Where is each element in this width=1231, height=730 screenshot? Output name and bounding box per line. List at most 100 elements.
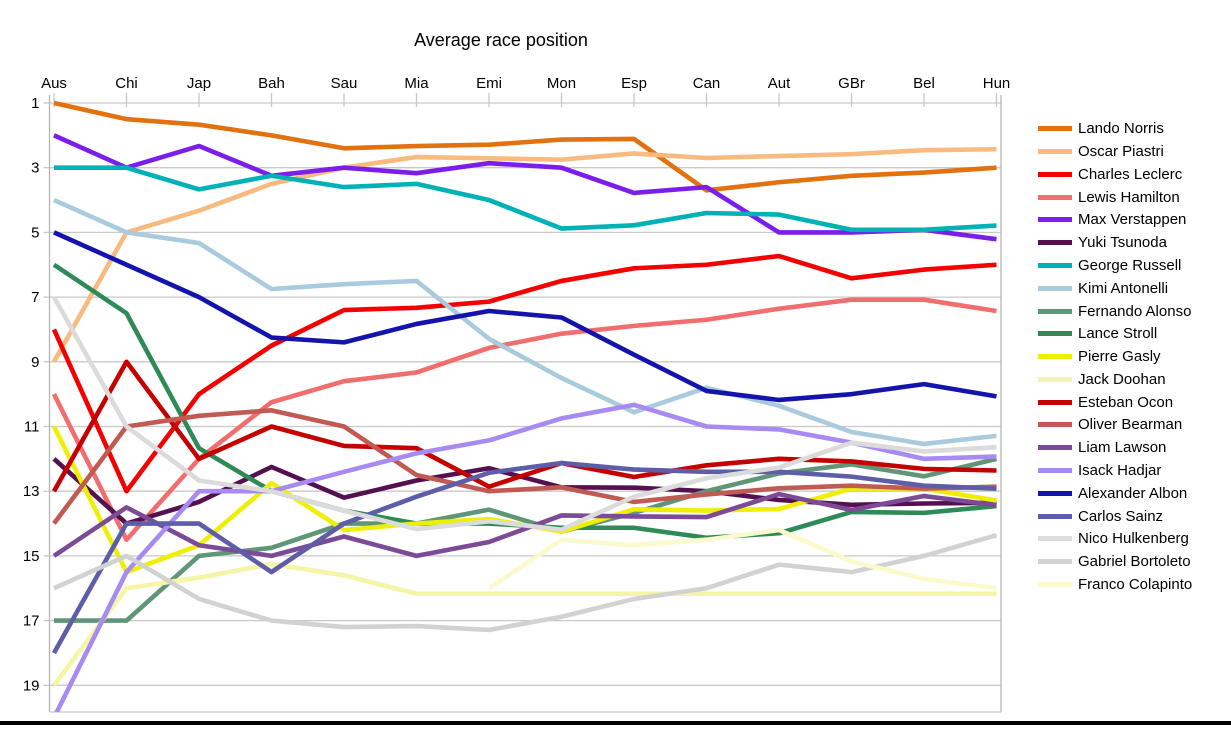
legend-label-lewis-hamilton: Lewis Hamilton — [1078, 188, 1180, 206]
series-line-charles-leclerc — [51, 253, 997, 494]
y-axis-label-11: 11 — [24, 419, 40, 436]
legend-swatch-yuki-tsunoda — [1038, 240, 1072, 246]
x-axis-label-GBr: GBr — [838, 75, 865, 92]
legend-swatch-gabriel-bortoleto — [1038, 559, 1072, 565]
x-axis-label-Aut: Aut — [768, 75, 791, 92]
x-axis-label-Can: Can — [693, 75, 721, 92]
legend-label-liam-lawson: Liam Lawson — [1078, 439, 1167, 457]
legend-label-kimi-antonelli: Kimi Antonelli — [1078, 279, 1169, 297]
series-line-jack-doohan — [52, 561, 997, 687]
legend-label-esteban-ocon: Esteban Ocon — [1078, 393, 1174, 411]
legend-label-charles-leclerc: Charles Leclerc — [1078, 165, 1183, 183]
series-line-lewis-hamilton — [51, 297, 997, 543]
series-line-oliver-bearman — [52, 408, 997, 525]
series-line-pierre-gasly — [51, 425, 997, 575]
x-axis-label-Aus: Aus — [41, 75, 67, 92]
x-axis-label-Mia: Mia — [404, 75, 429, 92]
legend-label-fernando-alonso: Fernando Alonso — [1078, 302, 1192, 320]
legend-item-nico-hulkenberg: Nico Hulkenberg — [1038, 530, 1189, 552]
legend-item-lance-stroll: Lance Stroll — [1038, 325, 1157, 347]
series-line-max-verstappen — [53, 133, 997, 242]
legend-swatch-george-russell — [1038, 262, 1072, 268]
y-axis-label-3: 3 — [31, 160, 39, 177]
series-line-oscar-piastri — [51, 146, 997, 363]
legend-label-max-verstappen: Max Verstappen — [1078, 211, 1187, 229]
legend-item-george-russell: George Russell — [1038, 257, 1181, 279]
legend-swatch-charles-leclerc — [1038, 171, 1072, 177]
series-line-kimi-antonelli — [53, 197, 997, 447]
legend-item-oliver-bearman: Oliver Bearman — [1038, 416, 1182, 438]
legend-label-franco-colapinto: Franco Colapinto — [1078, 575, 1193, 593]
series-line-isack-hadjar — [54, 402, 997, 712]
x-axis-label-Bel: Bel — [913, 75, 935, 92]
y-axis-label-19: 19 — [23, 677, 40, 694]
legend-item-pierre-gasly: Pierre Gasly — [1038, 348, 1161, 370]
series-line-yuki-tsunoda — [52, 457, 997, 526]
x-axis-label-Esp: Esp — [621, 75, 647, 92]
x-axis-label-Sau: Sau — [331, 75, 358, 92]
y-axis-label-9: 9 — [31, 354, 39, 371]
legend-item-fernando-alonso: Fernando Alonso — [1038, 302, 1191, 324]
legend-item-yuki-tsunoda: Yuki Tsunoda — [1038, 234, 1167, 256]
legend-swatch-lance-stroll — [1038, 331, 1072, 337]
legend-item-liam-lawson: Liam Lawson — [1038, 439, 1166, 461]
y-axis-label-1: 1 — [31, 95, 39, 112]
series-line-alexander-albon — [53, 230, 997, 403]
legend-label-yuki-tsunoda: Yuki Tsunoda — [1078, 234, 1167, 252]
legend-swatch-lewis-hamilton — [1038, 194, 1072, 200]
series-line-carlos-sainz — [51, 460, 997, 655]
legend-label-carlos-sainz: Carlos Sainz — [1078, 507, 1164, 525]
bottom-border-bar — [0, 721, 1231, 725]
series-lines — [51, 100, 998, 712]
series-line-fernando-alonso — [54, 456, 998, 623]
legend-swatch-pierre-gasly — [1038, 354, 1072, 360]
legend-swatch-oscar-piastri — [1038, 149, 1072, 155]
x-axis-label-Chi: Chi — [115, 75, 138, 92]
legend-item-max-verstappen: Max Verstappen — [1038, 211, 1186, 233]
y-axis-label-17: 17 — [23, 613, 40, 630]
legend-swatch-esteban-ocon — [1038, 399, 1072, 405]
legend-swatch-franco-colapinto — [1038, 581, 1072, 587]
legend-item-alexander-albon: Alexander Albon — [1038, 484, 1187, 506]
legend-label-gabriel-bortoleto: Gabriel Bortoleto — [1078, 553, 1191, 571]
series-line-franco-colapinto — [487, 527, 997, 591]
series-line-esteban-ocon — [51, 359, 997, 493]
legend-swatch-alexander-albon — [1038, 490, 1072, 496]
x-axis-label-Jap: Jap — [187, 75, 211, 92]
y-axis-label-13: 13 — [23, 483, 40, 500]
legend-item-jack-doohan: Jack Doohan — [1038, 371, 1166, 393]
chart-title: Average race position — [414, 30, 588, 50]
legend-swatch-lando-norris — [1038, 126, 1072, 132]
legend-label-oscar-piastri: Oscar Piastri — [1078, 143, 1164, 161]
legend-swatch-max-verstappen — [1038, 217, 1072, 223]
legend-label-george-russell: George Russell — [1078, 256, 1182, 274]
series-line-nico-hulkenberg — [51, 295, 997, 532]
x-axis-label-Emi: Emi — [476, 75, 502, 92]
y-axis-label-15: 15 — [23, 548, 40, 565]
legend-item-franco-colapinto: Franco Colapinto — [1038, 576, 1192, 598]
legend-swatch-liam-lawson — [1038, 445, 1072, 451]
legend-label-jack-doohan: Jack Doohan — [1078, 370, 1166, 388]
series-line-gabriel-bortoleto — [53, 532, 998, 633]
legend-swatch-fernando-alonso — [1038, 308, 1072, 314]
legend-label-lando-norris: Lando Norris — [1078, 120, 1164, 138]
x-axis-label-Hun: Hun — [983, 75, 1011, 92]
legend-label-pierre-gasly: Pierre Gasly — [1078, 348, 1161, 366]
series-line-liam-lawson — [52, 491, 997, 559]
legend-item-lewis-hamilton: Lewis Hamilton — [1038, 188, 1180, 210]
legend-swatch-isack-hadjar — [1038, 467, 1072, 473]
legend-swatch-kimi-antonelli — [1038, 285, 1072, 291]
legend-item-isack-hadjar: Isack Hadjar — [1038, 462, 1161, 484]
legend-item-oscar-piastri: Oscar Piastri — [1038, 143, 1164, 165]
legend-item-esteban-ocon: Esteban Ocon — [1038, 393, 1173, 415]
legend-label-nico-hulkenberg: Nico Hulkenberg — [1078, 530, 1189, 548]
legend-item-lando-norris: Lando Norris — [1038, 120, 1164, 142]
legend-label-isack-hadjar: Isack Hadjar — [1078, 461, 1162, 479]
x-axis-label-Mon: Mon — [547, 75, 576, 92]
legend-label-oliver-bearman: Oliver Bearman — [1078, 416, 1183, 434]
legend-item-kimi-antonelli: Kimi Antonelli — [1038, 279, 1168, 301]
legend-swatch-carlos-sainz — [1038, 513, 1072, 519]
legend-label-alexander-albon: Alexander Albon — [1078, 484, 1188, 502]
